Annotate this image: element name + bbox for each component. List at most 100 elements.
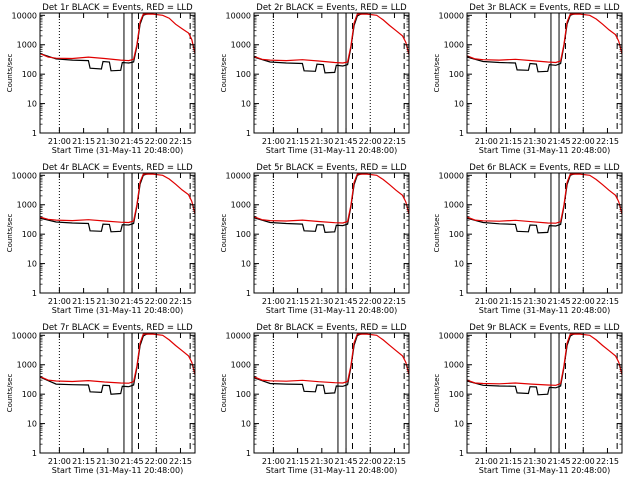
y-tick-label: 100 [449, 230, 464, 239]
x-tick-label: 21:00 [262, 457, 285, 466]
plot-frame [39, 172, 196, 294]
y-tick-label: 1000 [17, 361, 37, 370]
y-tick-label: 100 [449, 70, 464, 79]
y-tick-label: 10000 [226, 11, 251, 20]
y-tick-label: 10 [27, 100, 37, 109]
y-tick-label: 10 [27, 420, 37, 429]
series-line-events [253, 332, 364, 395]
x-tick-label: 22:15 [383, 457, 406, 466]
series-line-lld [466, 333, 623, 386]
x-tick-label: 22:15 [169, 457, 192, 466]
x-tick-label: 21:15 [72, 457, 95, 466]
series-line-events [39, 332, 150, 395]
y-tick-label: 10 [454, 260, 464, 269]
x-tick-label: 21:30 [310, 297, 333, 306]
x-tick-label: 21:00 [262, 137, 285, 146]
y-tick-label: 1000 [444, 201, 464, 210]
series-line-events [466, 172, 577, 234]
y-tick-label: 1 [459, 289, 464, 298]
panel-det-9: Det 9r BLACK = Events, RED = LLD 1 10 100 10… [433, 323, 623, 475]
y-axis-label: Counts/sec [6, 54, 14, 93]
series-line-lld [466, 173, 623, 224]
y-tick-label: 1 [246, 449, 251, 458]
x-tick-label: 21:00 [475, 457, 498, 466]
panel-title: Det 9r BLACK = Events, RED = LLD [469, 323, 620, 333]
x-tick-label: 22:15 [169, 297, 192, 306]
y-tick-label: 100 [22, 70, 37, 79]
panel-det-6: Det 6r BLACK = Events, RED = LLD 1 10 100 10… [433, 163, 623, 315]
y-tick-label: 100 [236, 70, 251, 79]
series-line-events [253, 172, 364, 234]
x-axis-label: Start Time (31-May-11 20:48:00) [52, 306, 183, 315]
series-line-lld [253, 333, 410, 384]
y-tick-label: 1 [246, 289, 251, 298]
x-tick-label: 21:15 [499, 297, 522, 306]
x-tick-label: 21:45 [121, 457, 144, 466]
y-tick-label: 1000 [444, 361, 464, 370]
x-tick-label: 21:15 [286, 297, 309, 306]
x-tick-label: 22:00 [572, 457, 595, 466]
x-tick-label: 21:00 [475, 297, 498, 306]
series-line-lld [253, 173, 410, 224]
x-tick-label: 22:00 [145, 457, 168, 466]
y-axis-label: Counts/sec [220, 214, 228, 253]
y-tick-label: 100 [449, 390, 464, 399]
y-tick-label: 100 [22, 390, 37, 399]
x-tick-label: 21:00 [262, 297, 285, 306]
plot-frame [253, 172, 410, 294]
x-tick-label: 21:45 [335, 457, 358, 466]
x-tick-label: 21:15 [286, 457, 309, 466]
y-tick-label: 10000 [12, 331, 37, 340]
x-tick-label: 21:15 [72, 297, 95, 306]
y-tick-label: 1 [459, 449, 464, 458]
x-tick-label: 21:45 [335, 137, 358, 146]
y-tick-label: 100 [236, 230, 251, 239]
x-tick-label: 21:30 [523, 137, 546, 146]
y-tick-label: 1000 [444, 41, 464, 50]
x-tick-label: 22:00 [359, 457, 382, 466]
plot-frame [253, 12, 410, 134]
x-tick-label: 21:15 [286, 137, 309, 146]
y-tick-label: 10000 [226, 331, 251, 340]
y-tick-label: 10 [454, 100, 464, 109]
x-axis-label: Start Time (31-May-11 20:48:00) [479, 466, 610, 475]
x-axis-label: Start Time (31-May-11 20:48:00) [52, 146, 183, 155]
x-tick-label: 21:30 [96, 137, 119, 146]
x-axis-label: Start Time (31-May-11 20:48:00) [479, 146, 610, 155]
y-tick-label: 1000 [231, 201, 251, 210]
x-tick-label: 22:15 [383, 297, 406, 306]
x-tick-label: 22:00 [145, 137, 168, 146]
x-tick-label: 21:00 [475, 137, 498, 146]
y-tick-label: 10 [241, 100, 251, 109]
x-tick-label: 21:30 [310, 137, 333, 146]
y-axis-label: Counts/sec [433, 374, 441, 413]
x-tick-label: 21:15 [72, 137, 95, 146]
x-tick-label: 21:45 [121, 297, 144, 306]
plot-frame [466, 12, 623, 134]
panel-det-2: Det 2r BLACK = Events, RED = LLD 1 10 100 10… [220, 3, 410, 155]
y-tick-label: 10000 [12, 11, 37, 20]
x-tick-label: 21:45 [121, 137, 144, 146]
x-tick-label: 21:30 [310, 457, 333, 466]
series-line-events [39, 12, 150, 72]
x-tick-label: 22:00 [145, 297, 168, 306]
series-line-lld [39, 173, 196, 224]
y-tick-label: 10 [241, 260, 251, 269]
y-tick-label: 1000 [17, 201, 37, 210]
y-tick-label: 10000 [439, 11, 464, 20]
panel-det-3: Det 3r BLACK = Events, RED = LLD 1 10 100 10… [433, 3, 623, 155]
x-tick-label: 22:00 [359, 137, 382, 146]
y-axis-label: Counts/sec [6, 374, 14, 413]
y-tick-label: 10 [241, 420, 251, 429]
panel-det-1: Det 1r BLACK = Events, RED = LLD 1 10 100 10… [6, 3, 196, 155]
x-tick-label: 22:00 [572, 137, 595, 146]
x-axis-label: Start Time (31-May-11 20:48:00) [266, 146, 397, 155]
plot-frame [466, 332, 623, 454]
panel-title: Det 3r BLACK = Events, RED = LLD [469, 3, 620, 13]
x-tick-label: 21:15 [499, 457, 522, 466]
x-tick-label: 21:30 [523, 297, 546, 306]
y-tick-label: 100 [22, 230, 37, 239]
x-tick-label: 21:30 [523, 457, 546, 466]
x-tick-label: 21:45 [548, 297, 571, 306]
series-line-events [466, 332, 577, 396]
